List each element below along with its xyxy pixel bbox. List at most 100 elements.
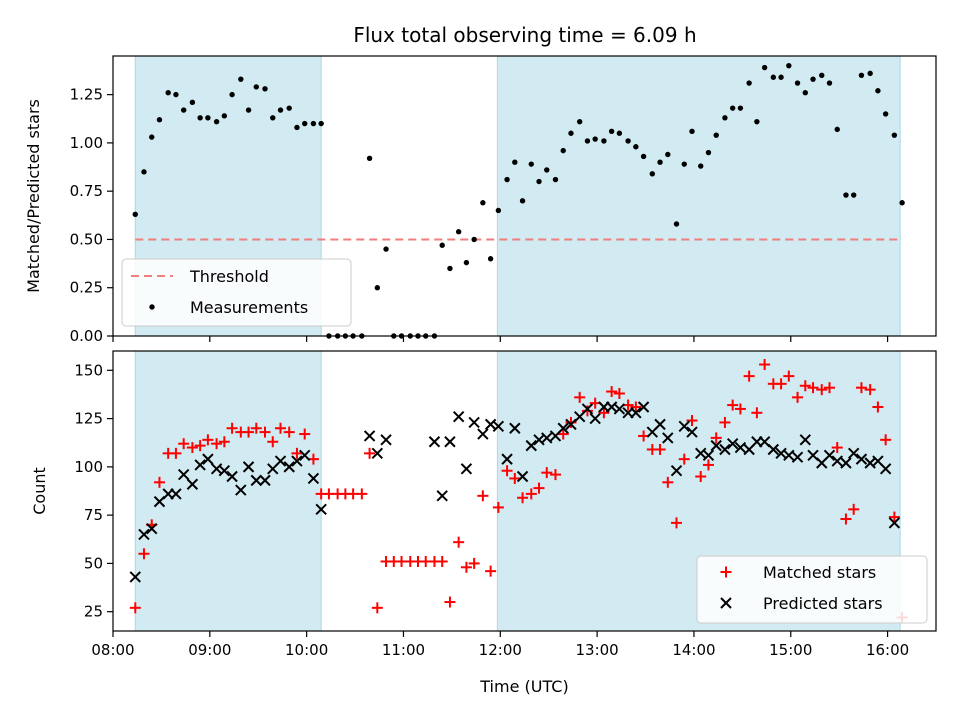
measurement-point [746,80,752,86]
matched-star-point [606,386,618,398]
x-tick-label: 14:00 [672,641,715,659]
legend-bottom: Matched stars Predicted stars [696,555,928,624]
matched-star-point [855,382,867,394]
measurement-point [165,89,171,96]
predicted-star-point [194,459,206,471]
matched-star-point [557,428,569,440]
y-tick-label: 0.00 [70,327,103,345]
matched-star-point [671,517,683,529]
predicted-marker-b [541,432,553,444]
predicted-marker-b [226,470,238,483]
matched-star-point [501,465,513,477]
measurement-point [536,178,542,185]
legend-predicted-swatch-b [720,597,732,609]
measurement-point [681,161,687,167]
predicted-star-point [654,418,666,431]
x-tick-label: 08:00 [91,641,134,659]
measurement-point [705,149,712,156]
matched-star-point [178,438,190,450]
matched-star-point [267,436,279,448]
predicted-star-point [525,439,537,452]
predicted-marker-b [710,439,722,452]
matched-star-point [783,370,795,382]
predicted-star-point [235,484,247,496]
matched-star-point [831,442,843,454]
measurement-point [229,91,235,98]
matched-star-point [598,407,610,419]
measurement-point [294,124,300,131]
measurement-point [657,159,663,165]
predicted-marker-b [783,449,795,461]
y-tick-label: 75 [84,506,103,524]
predicted-marker-b [516,470,529,483]
predicted-marker-b [170,488,182,500]
measurement-point [673,221,680,227]
predicted-star-point [428,436,441,448]
matched-star-point [734,403,746,415]
predicted-star-point [129,571,141,583]
matched-star-point [541,467,553,479]
y-tick-label: 100 [74,458,103,476]
legend-box [121,258,352,327]
predicted-star-point [855,453,868,465]
measurement-point [471,236,477,243]
measurement-point [253,84,259,90]
matched-star-point [792,391,804,403]
predicted-star-point [734,441,747,454]
matched-star-point [283,426,295,438]
predicted-star-point [307,472,320,485]
matched-star-point [710,432,722,444]
measurement-point [156,117,163,123]
predicted-marker-b [315,503,327,516]
measurement-point [560,147,566,154]
predicted-star-point [719,443,731,456]
matched-star-point [259,426,271,438]
matched-star-point [662,476,674,488]
matched-star-point [759,359,771,371]
measurement-point [882,111,889,117]
measurement-point [770,74,777,80]
predicted-marker-b [864,457,876,469]
measurement-point [480,200,486,206]
predicted-marker-b [177,468,190,481]
predicted-star-point [589,412,601,425]
matched-star-point [492,501,504,513]
measurement-point [310,120,317,127]
predicted-marker-b [630,407,642,419]
predicted-marker-b [283,461,295,473]
top-panel: 0.00 0.25 0.50 0.75 1.00 1.25 Matched/Predicte… [24,55,937,345]
predicted-star-point [138,528,150,541]
matched-star-point [509,472,521,484]
measurement-point [851,192,857,198]
measurement-point [318,120,324,127]
measurement-point [689,128,695,135]
legend-matched-label: Matched stars [763,563,876,582]
measurement-point [528,161,534,167]
predicted-marker-b [371,447,384,460]
x-tick-label: 13:00 [576,641,619,659]
axes-frame [112,55,937,337]
matched-star-point [275,422,287,434]
axes-frame [112,350,937,632]
y-axis-label: Count [30,467,49,515]
measurement-point [592,136,598,142]
measurement-point [455,229,462,235]
matched-star-point [840,513,852,525]
measurement-point [794,80,801,86]
predicted-marker-b [380,434,392,446]
measurement-point [213,118,220,125]
predicted-star-point [274,455,287,467]
matched-star-point [695,471,707,483]
predicted-marker-b [509,422,521,434]
predicted-star-point [380,434,392,446]
predicted-marker-b [501,453,513,465]
predicted-marker-b [855,453,868,465]
predicted-marker-b [525,439,537,452]
y-tick-label: 0.50 [70,230,103,248]
predicted-marker-b [734,441,747,454]
predicted-star-point [291,455,303,467]
predicted-marker-b [460,463,473,475]
matched-star-point [291,447,303,459]
predicted-marker-b [235,484,247,496]
measurement-point [649,171,656,177]
